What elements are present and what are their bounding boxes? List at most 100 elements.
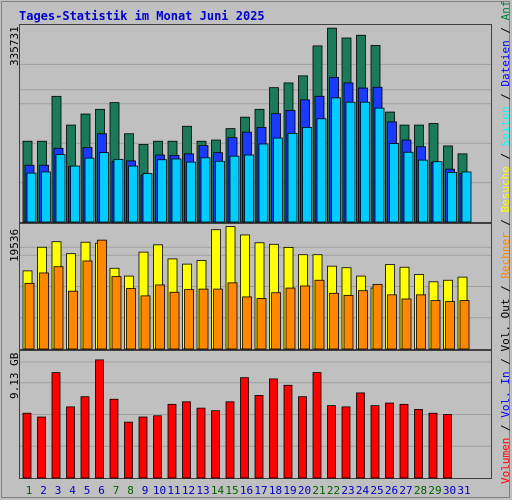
bar-seiten — [84, 157, 95, 223]
bar-rechner — [300, 285, 310, 350]
bar-volumen — [109, 398, 119, 479]
legend-sep: / — [499, 87, 512, 107]
bar-rechner — [387, 294, 397, 350]
day-label: 30 — [443, 484, 456, 497]
bar-seiten — [70, 165, 80, 223]
bar-seiten — [374, 107, 385, 223]
bar-volumen — [95, 359, 104, 479]
bar-volumen — [414, 409, 423, 479]
bar-volumen — [428, 412, 438, 479]
bar-rechner — [53, 266, 64, 350]
bar-seiten — [287, 132, 298, 223]
bar-rechner — [184, 289, 194, 350]
panel-requests: 335731 — [8, 24, 492, 223]
day-label: 29 — [428, 484, 441, 497]
bar-seiten — [389, 143, 399, 223]
day-label: 7 — [113, 484, 120, 497]
bar-rechner — [155, 284, 165, 350]
day-label: 8 — [127, 484, 134, 497]
day-label: 26 — [385, 484, 398, 497]
bar-rechner — [459, 300, 470, 350]
day-label: 13 — [196, 484, 209, 497]
bar-rechner — [169, 291, 180, 350]
bar-rechner — [111, 276, 122, 350]
bar-volumen — [254, 395, 264, 479]
bar-volumen — [182, 401, 191, 479]
day-label: 31 — [457, 484, 470, 497]
bar-seiten — [273, 137, 283, 223]
bar-seiten — [41, 171, 51, 223]
panel-volume-bars — [22, 359, 452, 479]
day-label: 22 — [327, 484, 340, 497]
day-label: 5 — [84, 484, 91, 497]
legend-anfragen: Anfragen — [499, 0, 512, 20]
bar-rechner — [358, 290, 368, 350]
day-label: 16 — [240, 484, 253, 497]
panel-requests-ytick: 335731 — [8, 26, 21, 66]
bar-seiten — [403, 151, 414, 223]
day-label: 9 — [142, 484, 149, 497]
bar-seiten — [142, 173, 153, 223]
bar-volumen — [312, 372, 322, 479]
day-label: 25 — [370, 484, 383, 497]
bar-volumen — [51, 372, 61, 479]
bar-seiten — [171, 158, 182, 223]
legend-volumen: Volumen — [499, 438, 512, 484]
bar-rechner — [285, 287, 296, 350]
bar-rechner — [82, 260, 93, 350]
legend-sep: / — [499, 20, 512, 40]
bar-seiten — [113, 158, 124, 223]
bar-seiten — [200, 157, 211, 223]
bar-rechner — [372, 284, 383, 350]
day-label: 2 — [40, 484, 47, 497]
bar-rechner — [227, 282, 238, 350]
day-label: 27 — [399, 484, 412, 497]
bar-volumen — [443, 414, 452, 479]
bar-volumen — [167, 403, 177, 479]
bar-rechner — [213, 288, 223, 350]
day-axis: 1 2 3 4 5 6 7 8 9 10 11 12 13 14 15 16 17 18 19 20 21 22 23 24 2… — [26, 484, 471, 497]
bar-rechner — [39, 272, 49, 350]
bar-rechner — [314, 279, 325, 350]
legend-besuche: Besuche — [499, 166, 512, 212]
legend-sep: / — [499, 279, 512, 299]
day-label: 10 — [153, 484, 166, 497]
bar-volumen — [341, 406, 351, 479]
panel-requests-bars — [22, 27, 472, 223]
day-label: 14 — [211, 484, 225, 497]
bar-rechner — [445, 301, 455, 350]
bar-volumen — [211, 410, 220, 479]
day-label: 4 — [69, 484, 76, 497]
bar-seiten — [215, 160, 225, 223]
bar-seiten — [55, 154, 66, 223]
bar-volumen — [124, 421, 133, 479]
legend-sep: / — [499, 146, 512, 166]
bar-seiten — [345, 101, 356, 223]
day-label: 21 — [312, 484, 325, 497]
bar-seiten — [258, 143, 269, 223]
bar-rechner — [68, 290, 78, 350]
bar-rechner — [430, 300, 441, 350]
bar-rechner — [140, 295, 151, 350]
day-label: 11 — [167, 484, 180, 497]
bar-volumen — [327, 405, 336, 479]
day-label: 12 — [182, 484, 195, 497]
day-label: 19 — [283, 484, 296, 497]
panel-visits-bars — [22, 226, 470, 350]
legend-rechner: Rechner — [499, 232, 512, 279]
panel-visits: 19536 — [8, 223, 492, 350]
day-label: 18 — [269, 484, 282, 497]
legend-dateien: Dateien — [499, 40, 512, 86]
bar-volumen — [196, 407, 206, 479]
bar-volumen — [370, 405, 380, 479]
day-label: 20 — [298, 484, 311, 497]
bar-rechner — [271, 292, 281, 350]
legend-sep: / — [499, 212, 512, 232]
bar-seiten — [302, 127, 312, 223]
legend-seiten: Seiten — [499, 106, 512, 146]
bar-rechner — [401, 298, 412, 350]
bar-seiten — [186, 161, 196, 223]
bar-rechner — [198, 288, 209, 350]
